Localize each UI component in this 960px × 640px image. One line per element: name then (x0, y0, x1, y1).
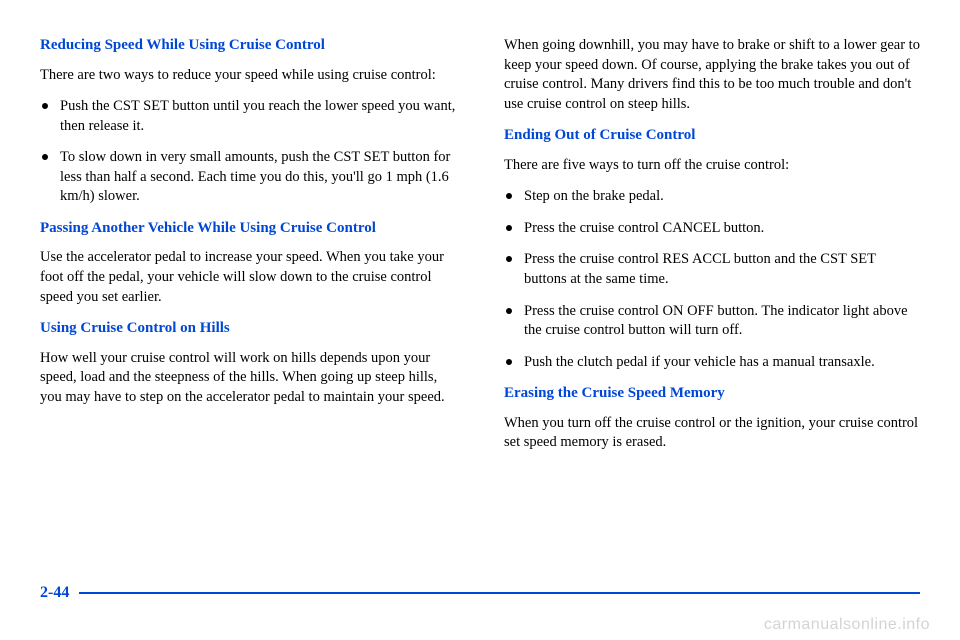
list-item: Press the cruise control ON OFF button. … (504, 302, 920, 341)
heading-erasing: Erasing the Cruise Speed Memory (504, 384, 920, 404)
intro-ending: There are five ways to turn off the crui… (504, 156, 920, 176)
list-item: Push the clutch pedal if your vehicle ha… (504, 353, 920, 373)
para-passing: Use the accelerator pedal to increase yo… (40, 248, 456, 307)
para-downhill: When going downhill, you may have to bra… (504, 36, 920, 114)
list-item: Press the cruise control RES ACCL button… (504, 250, 920, 289)
list-reducing-speed: Push the CST SET button until you reach … (40, 97, 456, 207)
right-column: When going downhill, you may have to bra… (504, 36, 920, 465)
list-item: Push the CST SET button until you reach … (40, 97, 456, 136)
watermark: carmanualsonline.info (764, 616, 930, 634)
heading-ending: Ending Out of Cruise Control (504, 126, 920, 146)
para-erasing: When you turn off the cruise control or … (504, 414, 920, 453)
heading-hills: Using Cruise Control on Hills (40, 319, 456, 339)
page-content: Reducing Speed While Using Cruise Contro… (0, 0, 960, 465)
list-item: To slow down in very small amounts, push… (40, 148, 456, 207)
left-column: Reducing Speed While Using Cruise Contro… (40, 36, 456, 465)
heading-reducing-speed: Reducing Speed While Using Cruise Contro… (40, 36, 456, 56)
page-number: 2-44 (40, 584, 69, 602)
para-hills: How well your cruise control will work o… (40, 349, 456, 408)
list-item: Step on the brake pedal. (504, 187, 920, 207)
intro-reducing-speed: There are two ways to reduce your speed … (40, 66, 456, 86)
page-footer: 2-44 (40, 584, 920, 602)
list-ending: Step on the brake pedal. Press the cruis… (504, 187, 920, 372)
list-item: Press the cruise control CANCEL button. (504, 219, 920, 239)
footer-rule (79, 592, 920, 594)
heading-passing: Passing Another Vehicle While Using Crui… (40, 219, 456, 239)
